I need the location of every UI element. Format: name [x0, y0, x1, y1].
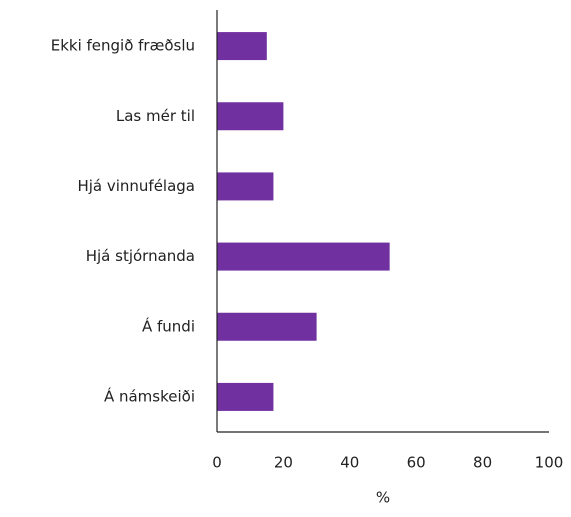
x-axis-label: %: [376, 489, 390, 507]
x-tick-label: 20: [274, 454, 293, 472]
x-tick-label: 60: [407, 454, 426, 472]
x-tick-label: 100: [535, 454, 564, 472]
x-tick-label: 0: [212, 454, 222, 472]
y-tick-label: Las mér til: [116, 107, 195, 125]
x-tick-label: 80: [473, 454, 492, 472]
bar: [217, 32, 267, 61]
bar: [217, 172, 274, 201]
bar: [217, 312, 317, 341]
y-tick-label: Hjá stjórnanda: [86, 247, 195, 265]
bar: [217, 242, 390, 271]
y-tick-label: Ekki fengið fræðslu: [51, 37, 195, 55]
y-tick-label: Á fundi: [142, 316, 195, 335]
bar: [217, 382, 274, 411]
y-tick-label: Á námskeiði: [104, 386, 195, 405]
bar: [217, 102, 284, 131]
x-tick-label: 40: [340, 454, 359, 472]
y-tick-label: Hjá vinnufélaga: [77, 177, 195, 195]
